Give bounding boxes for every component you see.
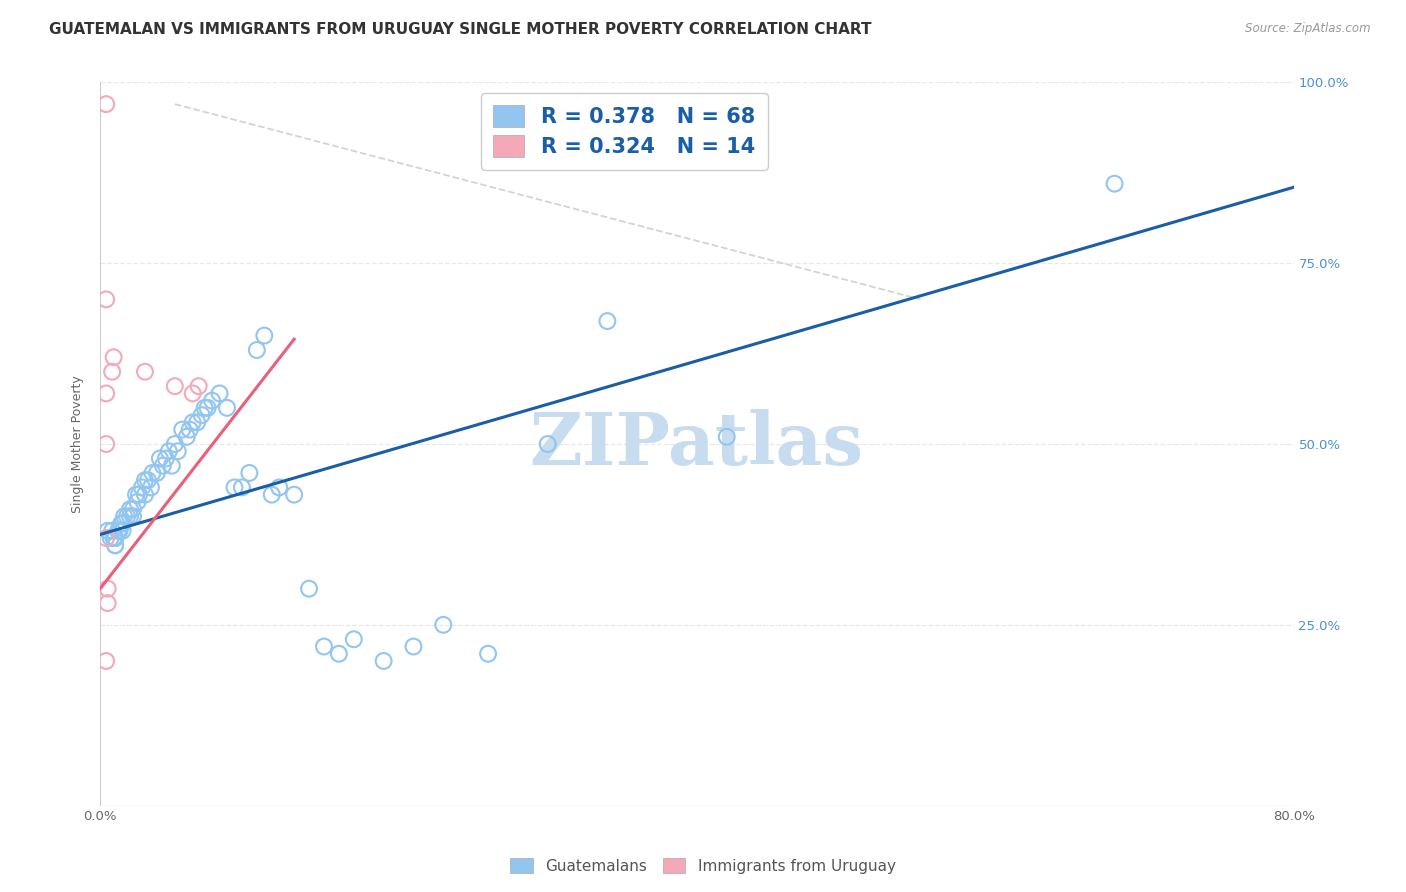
Point: [136, 473, 159, 487]
Point: [134, 365, 156, 379]
Point: [231, 480, 253, 494]
Point: [97, 582, 120, 596]
Point: [104, 531, 127, 545]
Point: [298, 582, 321, 596]
Point: [537, 437, 560, 451]
Point: [157, 444, 180, 458]
Point: [96, 293, 118, 307]
Point: [187, 379, 209, 393]
Point: [134, 488, 156, 502]
Point: [343, 632, 366, 647]
Point: [100, 531, 122, 545]
Point: [246, 343, 269, 357]
Y-axis label: Single Mother Poverty: Single Mother Poverty: [72, 376, 84, 513]
Point: [146, 466, 169, 480]
Point: [215, 401, 238, 415]
Point: [181, 386, 204, 401]
Text: GUATEMALAN VS IMMIGRANTS FROM URUGUAY SINGLE MOTHER POVERTY CORRELATION CHART: GUATEMALAN VS IMMIGRANTS FROM URUGUAY SI…: [49, 22, 872, 37]
Point: [118, 509, 141, 524]
Point: [101, 524, 124, 538]
Point: [134, 473, 156, 487]
Point: [128, 488, 150, 502]
Point: [111, 516, 134, 531]
Legend: Guatemalans, Immigrants from Uruguay: Guatemalans, Immigrants from Uruguay: [505, 852, 901, 880]
Point: [103, 531, 125, 545]
Point: [197, 401, 219, 415]
Point: [201, 393, 224, 408]
Point: [97, 524, 120, 538]
Point: [163, 437, 186, 451]
Point: [152, 458, 174, 473]
Point: [115, 509, 138, 524]
Point: [176, 430, 198, 444]
Point: [269, 480, 291, 494]
Point: [402, 640, 425, 654]
Point: [96, 386, 118, 401]
Point: [194, 401, 217, 415]
Point: [111, 524, 134, 538]
Point: [155, 451, 177, 466]
Point: [166, 444, 188, 458]
Point: [107, 524, 129, 538]
Point: [108, 524, 131, 538]
Point: [179, 423, 201, 437]
Point: [139, 480, 162, 494]
Point: [149, 451, 172, 466]
Point: [122, 509, 145, 524]
Point: [118, 502, 141, 516]
Text: ZIPatlas: ZIPatlas: [530, 409, 863, 480]
Point: [104, 538, 127, 552]
Point: [96, 654, 118, 668]
Point: [477, 647, 499, 661]
Point: [96, 531, 118, 545]
Point: [96, 97, 118, 112]
Point: [186, 415, 208, 429]
Point: [190, 408, 212, 422]
Point: [172, 423, 194, 437]
Point: [283, 488, 305, 502]
Point: [716, 430, 738, 444]
Point: [238, 466, 260, 480]
Point: [97, 596, 120, 610]
Legend: R = 0.378   N = 68, R = 0.324   N = 14: R = 0.378 N = 68, R = 0.324 N = 14: [481, 93, 768, 169]
Point: [104, 538, 127, 552]
Point: [312, 640, 335, 654]
Point: [160, 458, 183, 473]
Point: [432, 617, 454, 632]
Point: [125, 488, 148, 502]
Point: [208, 386, 231, 401]
Point: [181, 415, 204, 429]
Point: [224, 480, 246, 494]
Point: [110, 516, 132, 531]
Text: Source: ZipAtlas.com: Source: ZipAtlas.com: [1246, 22, 1371, 36]
Point: [112, 509, 135, 524]
Point: [131, 480, 153, 494]
Point: [373, 654, 395, 668]
Point: [1104, 177, 1126, 191]
Point: [103, 351, 125, 365]
Point: [104, 531, 127, 545]
Point: [596, 314, 619, 328]
Point: [122, 502, 145, 516]
Point: [260, 488, 283, 502]
Point: [96, 437, 118, 451]
Point: [101, 365, 124, 379]
Point: [253, 328, 276, 343]
Point: [141, 466, 163, 480]
Point: [328, 647, 350, 661]
Point: [163, 379, 186, 393]
Point: [127, 495, 149, 509]
Point: [104, 531, 127, 545]
